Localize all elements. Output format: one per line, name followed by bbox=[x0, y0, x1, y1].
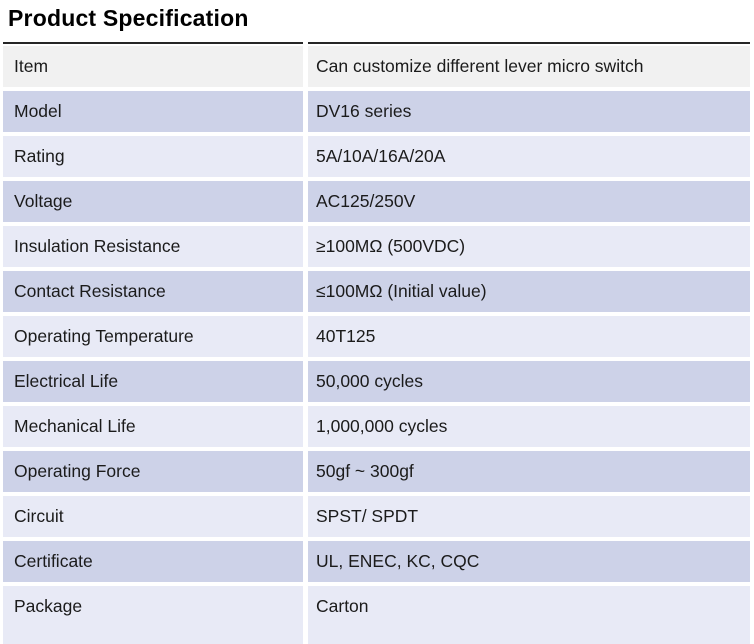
table-row: Certificate UL, ENEC, KC, CQC bbox=[3, 541, 750, 582]
spec-value: Carton bbox=[308, 586, 750, 644]
spec-value: AC125/250V bbox=[308, 181, 750, 222]
spec-label: Electrical Life bbox=[3, 361, 303, 402]
table-row: Model DV16 series bbox=[3, 91, 750, 132]
spec-label: Voltage bbox=[3, 181, 303, 222]
spec-value: 50gf ~ 300gf bbox=[308, 451, 750, 492]
spec-value: UL, ENEC, KC, CQC bbox=[308, 541, 750, 582]
table-row: Electrical Life 50,000 cycles bbox=[3, 361, 750, 402]
table-row: Operating Force 50gf ~ 300gf bbox=[3, 451, 750, 492]
spec-label: Rating bbox=[3, 136, 303, 177]
spec-table: Item Can customize different lever micro… bbox=[3, 46, 750, 644]
spec-label: Model bbox=[3, 91, 303, 132]
spec-label: Circuit bbox=[3, 496, 303, 537]
spec-label: Certificate bbox=[3, 541, 303, 582]
table-top-border bbox=[3, 42, 750, 44]
spec-value: ≤100MΩ (Initial value) bbox=[308, 271, 750, 312]
table-row: Package Carton bbox=[3, 586, 750, 644]
table-row: Voltage AC125/250V bbox=[3, 181, 750, 222]
table-row: Insulation Resistance ≥100MΩ (500VDC) bbox=[3, 226, 750, 267]
spec-value: DV16 series bbox=[308, 91, 750, 132]
spec-label: Mechanical Life bbox=[3, 406, 303, 447]
spec-value: 50,000 cycles bbox=[308, 361, 750, 402]
spec-label: Insulation Resistance bbox=[3, 226, 303, 267]
spec-value: 40T125 bbox=[308, 316, 750, 357]
spec-label: Operating Force bbox=[3, 451, 303, 492]
table-row: Operating Temperature 40T125 bbox=[3, 316, 750, 357]
table-row: Contact Resistance ≤100MΩ (Initial value… bbox=[3, 271, 750, 312]
spec-label: Operating Temperature bbox=[3, 316, 303, 357]
page-title: Product Specification bbox=[8, 5, 249, 31]
table-row: Mechanical Life 1,000,000 cycles bbox=[3, 406, 750, 447]
spec-value: 1,000,000 cycles bbox=[308, 406, 750, 447]
table-row: Item Can customize different lever micro… bbox=[3, 46, 750, 87]
spec-label: Item bbox=[3, 46, 303, 87]
spec-value: ≥100MΩ (500VDC) bbox=[308, 226, 750, 267]
top-border-right-segment bbox=[308, 42, 750, 44]
spec-label: Contact Resistance bbox=[3, 271, 303, 312]
spec-label: Package bbox=[3, 586, 303, 644]
table-row: Rating 5A/10A/16A/20A bbox=[3, 136, 750, 177]
top-border-left-segment bbox=[3, 42, 303, 44]
spec-value: SPST/ SPDT bbox=[308, 496, 750, 537]
table-row: Circuit SPST/ SPDT bbox=[3, 496, 750, 537]
spec-value: Can customize different lever micro swit… bbox=[308, 46, 750, 87]
spec-value: 5A/10A/16A/20A bbox=[308, 136, 750, 177]
